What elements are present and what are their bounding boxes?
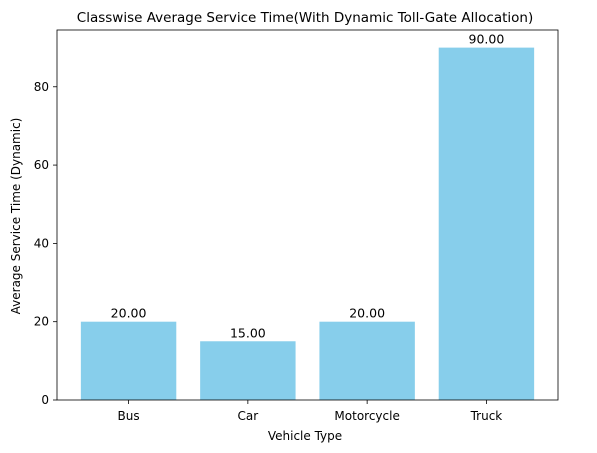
x-axis-ticks: Bus Car Motorcycle Truck xyxy=(118,400,503,423)
data-label-motorcycle: 20.00 xyxy=(349,306,385,321)
plot-frame xyxy=(56,29,559,401)
y-axis-label: Average Service Time (Dynamic) xyxy=(9,118,23,315)
y-tick-label-20: 20 xyxy=(34,315,49,329)
data-label-car: 15.00 xyxy=(230,325,266,340)
bar-bus xyxy=(80,321,177,400)
data-label-truck: 90.00 xyxy=(469,32,505,47)
x-tick-label-motorcycle: Motorcycle xyxy=(334,409,399,423)
bar-car xyxy=(200,341,296,400)
x-tick-label-car: Car xyxy=(238,409,259,423)
y-tick-label-80: 80 xyxy=(34,80,49,94)
x-tick-label-bus: Bus xyxy=(118,409,140,423)
bar-truck xyxy=(438,47,535,400)
y-axis-ticks: 0 20 40 60 80 xyxy=(34,80,57,407)
y-tick-label-60: 60 xyxy=(34,158,49,172)
x-tick-label-truck: Truck xyxy=(470,409,503,423)
y-tick-label-40: 40 xyxy=(34,236,49,250)
bars-group: 20.00 15.00 20.00 90.00 xyxy=(80,32,535,400)
chart-title: Classwise Average Service Time(With Dyna… xyxy=(77,10,533,26)
y-tick-label-0: 0 xyxy=(41,393,49,407)
x-axis-label: Vehicle Type xyxy=(268,429,342,443)
bar-motorcycle xyxy=(319,321,415,400)
data-label-bus: 20.00 xyxy=(111,306,147,321)
